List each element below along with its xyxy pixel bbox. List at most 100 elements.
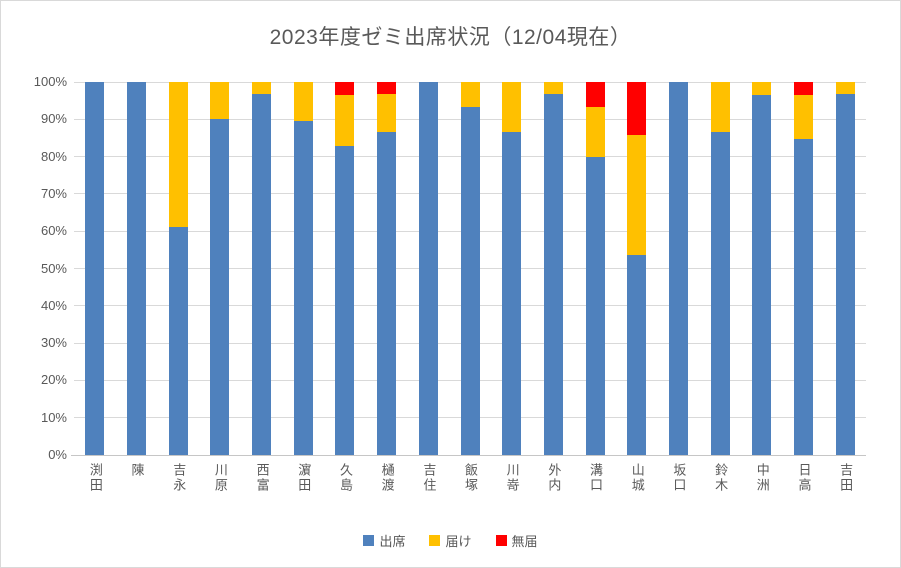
legend-item-unexcused[interactable]: 無届 [495, 531, 538, 550]
bar-segment-届け[interactable] [627, 135, 647, 256]
x-category-label-渕田: 渕田 [87, 463, 103, 493]
bar-stack-渕田[interactable] [85, 82, 105, 455]
y-tick-label-60: 60% [40, 223, 67, 239]
bar-segment-無届[interactable] [585, 82, 605, 108]
legend-swatch-notice-icon [429, 535, 441, 546]
bar-segment-出席[interactable] [85, 82, 105, 455]
bar-segment-出席[interactable] [543, 94, 563, 455]
x-axis-line [71, 455, 866, 456]
y-tick-label-40: 40% [40, 297, 67, 313]
bar-segment-届け[interactable] [502, 82, 522, 132]
x-category-label-川原: 川原 [212, 463, 228, 493]
bar-stack-吉住[interactable] [418, 82, 438, 455]
chart-title[interactable]: 2023年度ゼミ出席状況（12/04現在） [269, 26, 632, 49]
bar-segment-届け[interactable] [585, 107, 605, 157]
bar-stack-陳[interactable] [127, 82, 147, 455]
x-category-label-吉住: 吉住 [421, 463, 437, 493]
x-category-label-川嵜: 川嵜 [504, 463, 520, 493]
bar-stack-外内[interactable] [543, 82, 563, 455]
bar-segment-届け[interactable] [543, 82, 563, 95]
x-category-label-外内: 外内 [546, 463, 562, 493]
legend-swatch-attend-icon [363, 535, 375, 546]
bar-segment-出席[interactable] [668, 82, 688, 455]
bar-segment-届け[interactable] [252, 82, 272, 95]
bar-segment-出席[interactable] [418, 82, 438, 455]
bar-segment-無届[interactable] [627, 82, 647, 136]
x-category-label-久島: 久島 [337, 463, 353, 493]
bar-segment-出席[interactable] [127, 82, 147, 455]
bar-segment-届け[interactable] [335, 94, 355, 147]
legend-item-notice[interactable]: 届け [429, 531, 472, 550]
y-tick-label-50: 50% [40, 260, 67, 276]
bar-segment-届け[interactable] [460, 82, 480, 107]
bar-segment-届け[interactable] [293, 82, 313, 122]
y-tick-label-90: 90% [40, 111, 67, 127]
bar-stack-濵田[interactable] [293, 82, 313, 455]
bar-segment-出席[interactable] [585, 156, 605, 455]
x-category-label-飯塚: 飯塚 [463, 463, 478, 493]
y-tick-label-20: 20% [40, 372, 67, 388]
bar-segment-出席[interactable] [502, 131, 522, 455]
bar-stack-溝口[interactable] [585, 82, 605, 455]
bar-stack-鈴木[interactable] [710, 82, 730, 455]
bar-stack-樋渡[interactable] [377, 82, 397, 455]
bar-segment-無届[interactable] [377, 82, 397, 95]
bar-stack-吉田[interactable] [835, 82, 855, 455]
bar-segment-出席[interactable] [835, 94, 855, 455]
x-category-label-西富: 西富 [254, 463, 270, 493]
bar-stack-飯塚[interactable] [460, 82, 480, 455]
bar-segment-届け[interactable] [377, 94, 397, 132]
x-category-label-樋渡: 樋渡 [379, 463, 395, 493]
x-category-label-濵田: 濵田 [296, 463, 312, 493]
y-tick-label-10: 10% [40, 409, 67, 425]
gridline-100 [74, 81, 866, 83]
legend-swatch-unexcused-icon [495, 535, 507, 546]
x-category-label-日高: 日高 [796, 463, 812, 493]
bar-segment-届け[interactable] [710, 82, 730, 132]
bar-segment-届け[interactable] [835, 82, 855, 95]
y-tick-label-70: 70% [40, 185, 67, 201]
legend-label-attend: 出席 [379, 534, 406, 549]
bar-segment-出席[interactable] [460, 107, 480, 455]
legend-label-unexcused: 無届 [511, 534, 538, 549]
bar-stack-山城[interactable] [627, 82, 647, 455]
bar-segment-出席[interactable] [168, 227, 188, 455]
x-category-label-溝口: 溝口 [588, 463, 604, 493]
bar-stack-西富[interactable] [252, 82, 272, 455]
bar-segment-出席[interactable] [210, 119, 230, 455]
bar-stack-久島[interactable] [335, 82, 355, 455]
bar-segment-届け[interactable] [168, 82, 188, 228]
bar-stack-川原[interactable] [210, 82, 230, 455]
bar-segment-出席[interactable] [335, 146, 355, 455]
bar-segment-出席[interactable] [377, 131, 397, 455]
bar-stack-川嵜[interactable] [502, 82, 522, 455]
bar-stack-中洲[interactable] [752, 82, 772, 455]
x-category-label-山城: 山城 [629, 463, 645, 493]
bar-segment-届け[interactable] [752, 82, 772, 95]
x-category-label-吉永: 吉永 [171, 463, 187, 493]
bar-segment-届け[interactable] [210, 82, 230, 120]
y-tick-label-100: 100% [33, 74, 67, 89]
legend: 出席 届け 無届 [1, 531, 900, 550]
x-category-label-吉田: 吉田 [838, 463, 854, 493]
bar-segment-出席[interactable] [793, 138, 813, 455]
x-category-label-中洲: 中洲 [754, 463, 770, 493]
bar-segment-届け[interactable] [793, 95, 813, 139]
bar-segment-出席[interactable] [752, 94, 772, 455]
x-category-label-坂口: 坂口 [671, 463, 687, 493]
bar-stack-日高[interactable] [793, 82, 813, 455]
y-tick-label-0: 0% [48, 447, 67, 462]
bar-segment-無届[interactable] [335, 82, 355, 95]
bar-segment-出席[interactable] [252, 94, 272, 455]
bar-stack-吉永[interactable] [168, 82, 188, 455]
bar-segment-出席[interactable] [710, 131, 730, 455]
legend-label-notice: 届け [445, 534, 472, 549]
bar-segment-出席[interactable] [627, 255, 647, 455]
bar-segment-無届[interactable] [793, 82, 813, 96]
plot-area [74, 81, 866, 455]
x-category-label-鈴木: 鈴木 [713, 463, 729, 493]
legend-item-attend[interactable]: 出席 [363, 531, 405, 550]
bar-segment-出席[interactable] [293, 121, 313, 455]
bar-stack-坂口[interactable] [668, 82, 688, 455]
